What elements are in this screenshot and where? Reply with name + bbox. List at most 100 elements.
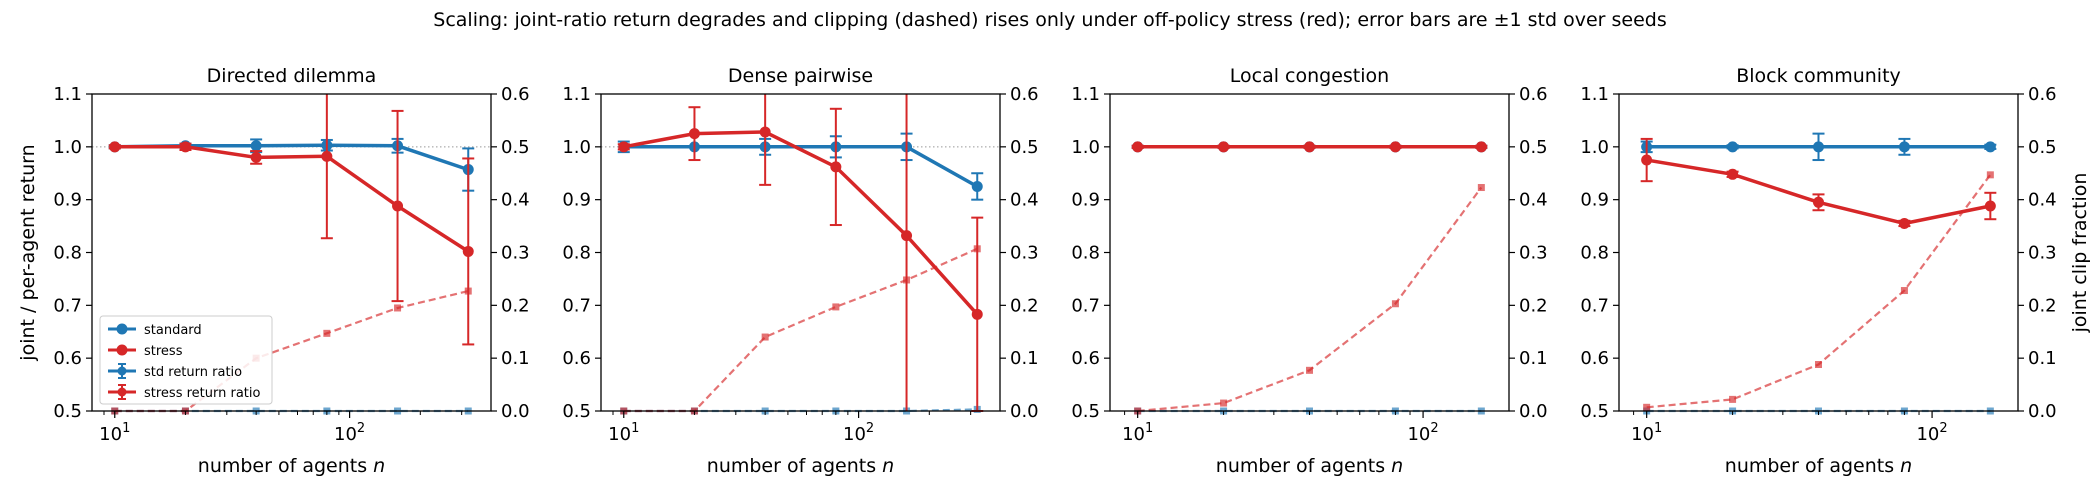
return-ratio-line-standard (623, 145, 979, 189)
x-axis-label-variable: n (373, 455, 385, 477)
x-axis-label-variable: n (882, 455, 894, 477)
return-ratio-marker-stress (1304, 141, 1315, 153)
y-tick-label-left: 1.0 (1071, 137, 1100, 158)
y-tick-label-right: 0.1 (1519, 348, 1548, 369)
clip-fraction-line-stress (623, 247, 978, 413)
y-tick-label-left: 0.8 (562, 243, 591, 264)
y-tick-label-left: 1.0 (562, 137, 591, 158)
y-tick-label-right: 0.1 (2028, 348, 2057, 369)
y-tick-label-right: 0.1 (501, 348, 530, 369)
panel-3: Local congestion 0.5 0.6 0.7 0.8 0.9 1.0 1.1 0.0… (1071, 65, 1547, 477)
y-tick-label-right: 0.4 (2028, 190, 2057, 211)
x-tick-label-exponent: 2 (1430, 421, 1438, 436)
panel-1: Directed dilemma 0.5 0.6 0.7 0.8 0.9 1.0 1.1 0.0… (17, 65, 530, 477)
y-tick-label-right: 0.3 (501, 243, 530, 264)
legend-marker (116, 323, 128, 335)
y-tick-label-left: 1.1 (1580, 84, 1609, 105)
legend-label: standard (144, 323, 202, 338)
y-tick-label-left: 0.8 (53, 243, 82, 264)
y-tick-label-right: 0.4 (1519, 190, 1548, 211)
y-tick-label-right: 0.0 (2028, 401, 2057, 422)
y-tick-label-right: 0.2 (1010, 295, 1039, 316)
y-tick-label-right: 0.2 (501, 295, 530, 316)
x-tick-label-base: 10 (843, 424, 866, 445)
x-axis-label-text: number of agents (198, 455, 373, 477)
x-tick-label: 101 (608, 421, 639, 445)
y-tick-label-left: 1.1 (1071, 84, 1100, 105)
y-tick-label-left: 0.8 (1580, 243, 1609, 264)
y-tick-label-right: 0.3 (1519, 243, 1548, 264)
y-tick-label-right: 0.6 (2028, 84, 2057, 105)
x-tick-label-base: 10 (1407, 424, 1430, 445)
y-tick-label-left: 0.9 (1580, 190, 1609, 211)
y-tick-label-right: 0.2 (1519, 295, 1548, 316)
return-ratio-marker-standard (250, 140, 262, 152)
y-tick-label-left: 1.0 (53, 137, 82, 158)
x-tick-label: 101 (1122, 421, 1153, 445)
y-tick-label-right: 0.5 (501, 137, 530, 158)
panels: Directed dilemma 0.5 0.6 0.7 0.8 0.9 1.0 1.1 0.0… (17, 65, 2091, 477)
x-tick-label-base: 10 (1122, 424, 1145, 445)
y-axis-label-right: joint clip fraction (2069, 173, 2091, 334)
clip-fraction-marker (1306, 366, 1313, 374)
x-tick-label: 101 (99, 421, 130, 445)
return-ratio-marker-stress (1475, 141, 1487, 153)
y-tick-label-right: 0.6 (1519, 84, 1548, 105)
x-tick-label-exponent: 2 (1939, 421, 1947, 436)
clip-fraction-marker (1477, 184, 1485, 192)
x-tick-label: 102 (843, 421, 874, 445)
x-tick-label: 102 (334, 421, 365, 445)
x-tick-label-exponent: 1 (1145, 421, 1153, 436)
legend-label: stress return ratio (144, 386, 261, 401)
y-tick-label-left: 0.9 (562, 190, 591, 211)
x-axis-label: number of agents n (198, 455, 385, 477)
y-tick-label-left: 0.7 (1580, 295, 1609, 316)
legend-label: std return ratio (144, 365, 242, 380)
return-ratio-marker-stress (1984, 200, 1996, 212)
return-ratio-marker-stress (1727, 168, 1739, 180)
x-tick-label-base: 10 (99, 424, 122, 445)
y-axis-label-left: joint / per-agent return (17, 144, 39, 361)
return-ratio-marker-standard (1984, 141, 1996, 153)
y-tick-label-right: 0.3 (1010, 243, 1039, 264)
y-tick-label-right: 0.4 (1010, 190, 1039, 211)
y-tick-label-right: 0.6 (1010, 84, 1039, 105)
panel-title: Directed dilemma (207, 65, 377, 87)
clip-fraction-marker (1729, 395, 1737, 403)
panel-4: Block community 0.5 0.6 0.7 0.8 0.9 1.0 1.1 0.0 0… (1580, 65, 2091, 477)
y-tick-label-right: 0.1 (1010, 348, 1039, 369)
x-tick-label: 102 (1916, 421, 1947, 445)
return-ratio-marker-stress (618, 141, 630, 153)
return-ratio-line-stress (1646, 158, 1991, 226)
y-tick-label-right: 0.5 (1010, 137, 1039, 158)
clip-fraction-marker (761, 333, 769, 341)
legend-marker (117, 366, 127, 376)
legend-marker (117, 387, 127, 397)
y-tick-label-left: 0.6 (562, 348, 591, 369)
x-tick-label-exponent: 2 (357, 421, 365, 436)
x-tick-label-base: 10 (608, 424, 631, 445)
x-tick-label-base: 10 (334, 424, 357, 445)
y-tick-label-right: 0.4 (501, 190, 530, 211)
panel-title: Local congestion (1230, 65, 1389, 87)
legend: standard stress std return ratio stress ret… (99, 315, 273, 405)
return-ratio-marker-stress (688, 128, 700, 140)
x-axis-label: number of agents n (1216, 455, 1403, 477)
y-tick-label-left: 1.1 (53, 84, 82, 105)
return-ratio-marker-stress (1813, 196, 1824, 208)
return-ratio-marker-standard (1898, 141, 1910, 153)
x-axis-label: number of agents n (707, 455, 894, 477)
return-ratio-marker-standard (1813, 141, 1824, 153)
y-tick-label-left: 0.7 (1071, 295, 1100, 316)
x-tick-label-exponent: 1 (631, 421, 639, 436)
y-tick-label-left: 0.8 (1071, 243, 1100, 264)
clip-fraction-marker (832, 303, 840, 311)
x-axis-label-variable: n (1391, 455, 1403, 477)
return-ratio-marker-stress (1389, 141, 1401, 153)
x-axis-label-variable: n (1900, 455, 1912, 477)
y-tick-label-right: 0.3 (2028, 243, 2057, 264)
legend-marker (116, 344, 128, 356)
y-tick-label-left: 1.1 (562, 84, 591, 105)
return-ratio-marker-stress (321, 150, 333, 162)
